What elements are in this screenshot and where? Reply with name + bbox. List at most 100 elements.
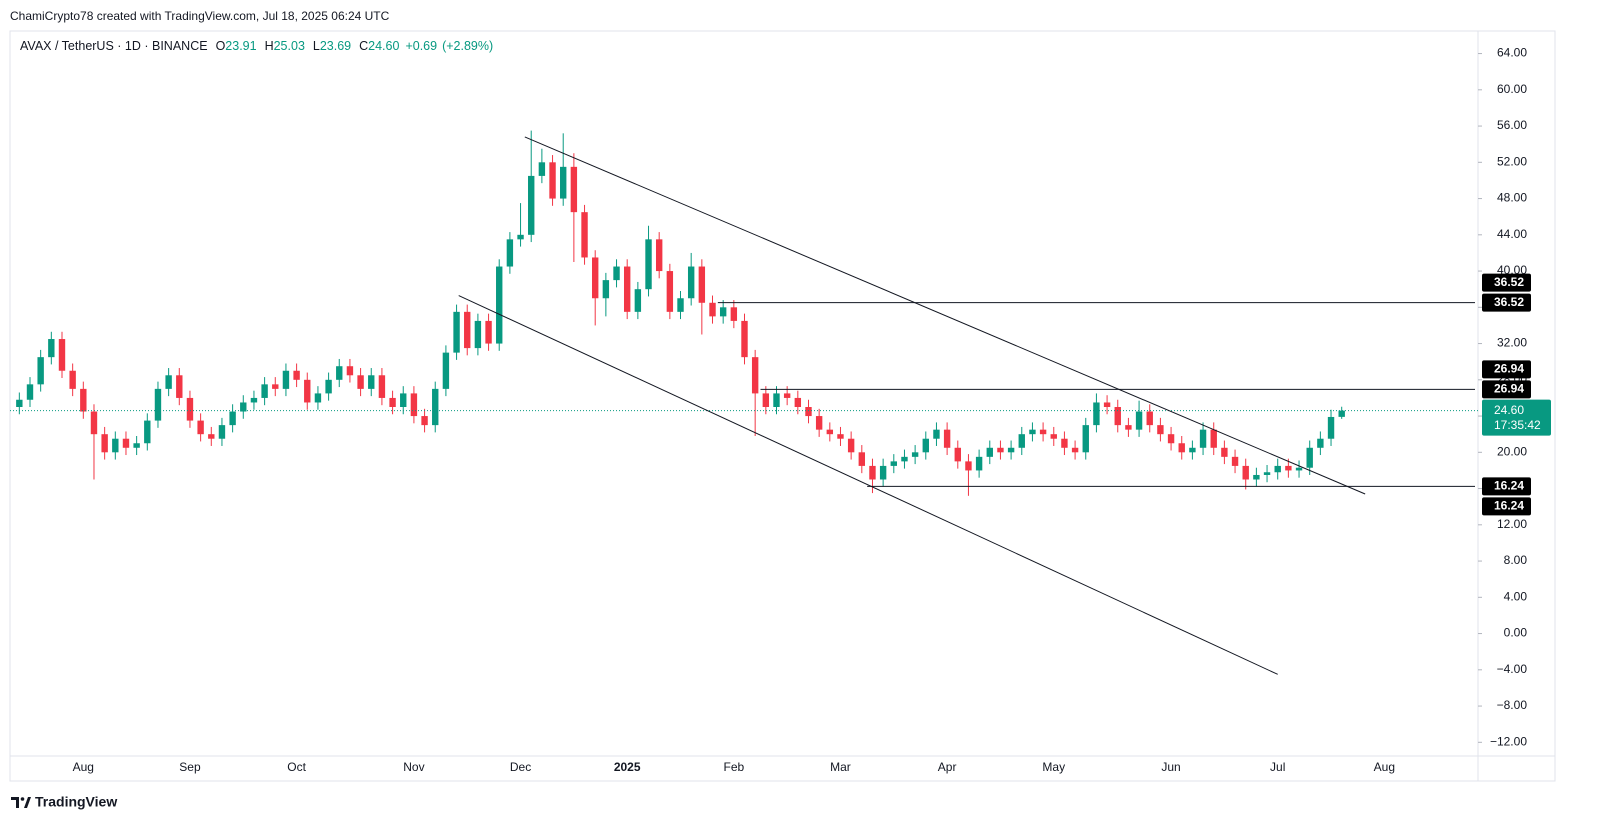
candle-body — [1125, 425, 1132, 430]
level-label: 26.94 — [1494, 362, 1524, 376]
candle-body — [16, 399, 23, 407]
candle-body — [751, 357, 759, 394]
candle-body — [730, 307, 738, 321]
candle-body — [101, 434, 108, 453]
ohlc-label: C — [359, 39, 368, 53]
brand: TradingView — [35, 794, 117, 810]
symbol: AVAX / TetherUS · 1D · BINANCE — [20, 39, 208, 53]
candle-body — [272, 384, 279, 389]
candle-body — [1306, 447, 1313, 468]
candle-body — [869, 465, 876, 480]
candle-body — [517, 234, 524, 240]
chart-header: AVAX / TetherUS · 1D · BINANCE O23.91 H25.… — [20, 39, 493, 53]
candle-body — [911, 452, 919, 457]
candle-body — [37, 357, 44, 385]
candle-body — [1199, 429, 1207, 448]
candle-body — [1253, 474, 1260, 480]
candle-body — [1050, 434, 1057, 439]
y-tick-label: 48.00 — [1497, 191, 1527, 205]
x-tick-label: Jun — [1161, 760, 1180, 774]
candle-body — [208, 434, 215, 439]
candle-body — [133, 443, 140, 448]
ohlc-label: L — [313, 39, 320, 53]
candle-body — [1274, 465, 1281, 473]
candle-body — [229, 411, 236, 426]
candle-body — [826, 429, 834, 435]
candle-body — [1295, 467, 1303, 471]
y-tick-label: 56.00 — [1497, 118, 1527, 132]
candle-body — [933, 429, 940, 439]
candle-body — [325, 379, 332, 394]
candle-body — [176, 375, 183, 398]
candle-body — [602, 280, 610, 299]
candle-body — [506, 239, 514, 267]
candle-body — [538, 162, 546, 176]
candle-body — [1103, 402, 1111, 407]
candle-body — [666, 271, 674, 312]
candle-body — [261, 384, 268, 398]
change-percent: (+2.89%) — [442, 39, 493, 53]
candle-body — [997, 447, 1004, 453]
candle-body — [346, 366, 354, 376]
candle-body — [986, 447, 993, 457]
candle-body — [709, 302, 716, 317]
brand-logo — [11, 797, 31, 808]
x-tick-label: Nov — [403, 760, 424, 774]
candle-body — [357, 375, 364, 389]
candle-body — [218, 425, 226, 439]
candle-body — [805, 407, 812, 417]
candle-body — [1061, 438, 1068, 448]
candle-body — [1167, 434, 1175, 444]
y-tick-label: −12.00 — [1490, 734, 1527, 748]
ohlc-value: 24.60 — [368, 39, 399, 53]
candle-body — [1007, 447, 1015, 453]
candle-body — [847, 438, 855, 453]
x-tick-label: Mar — [830, 760, 851, 774]
candle-body — [442, 352, 450, 389]
candle-body — [432, 388, 439, 426]
candle-body — [1327, 416, 1335, 439]
candle-body — [698, 266, 706, 303]
candle-body — [282, 370, 290, 389]
y-tick-label: 64.00 — [1497, 46, 1527, 60]
candle-body — [1146, 411, 1153, 426]
candle-body — [314, 393, 322, 403]
candle-body — [954, 447, 961, 462]
candle-body — [741, 320, 748, 358]
candle-body — [794, 397, 802, 407]
x-tick-label: Sep — [179, 760, 201, 774]
candle-body — [293, 370, 300, 380]
candle-body — [336, 366, 343, 380]
last-price-box — [1482, 399, 1551, 436]
level-label-box — [1482, 497, 1531, 516]
candle-body — [1039, 429, 1047, 435]
candle-body — [1178, 443, 1185, 453]
level-label-box — [1482, 273, 1531, 292]
candle-body — [890, 461, 897, 466]
candle-body — [1029, 429, 1036, 435]
candle-body — [815, 416, 823, 430]
candle-body — [623, 266, 631, 312]
candle-body — [1285, 465, 1292, 471]
candle-body — [474, 320, 482, 349]
x-tick-label: Aug — [73, 760, 94, 774]
candle-body — [677, 298, 684, 312]
y-tick-label: 12.00 — [1497, 517, 1527, 531]
level-label: 36.52 — [1494, 295, 1524, 309]
x-tick-label: Dec — [510, 760, 531, 774]
level-label: 36.52 — [1494, 275, 1524, 289]
candle-body — [26, 384, 34, 400]
candle-body — [1114, 407, 1121, 426]
y-tick-label: 4.00 — [1504, 589, 1528, 603]
candle-body — [570, 166, 578, 213]
y-tick-label: 20.00 — [1497, 444, 1527, 458]
candle-body — [389, 397, 396, 407]
candle-body — [1317, 438, 1324, 448]
x-tick-label: Oct — [287, 760, 306, 774]
y-tick-label: 0.00 — [1504, 626, 1528, 640]
x-tick-label: May — [1042, 760, 1065, 774]
candle-body — [58, 339, 66, 371]
candle-body — [1082, 425, 1089, 453]
